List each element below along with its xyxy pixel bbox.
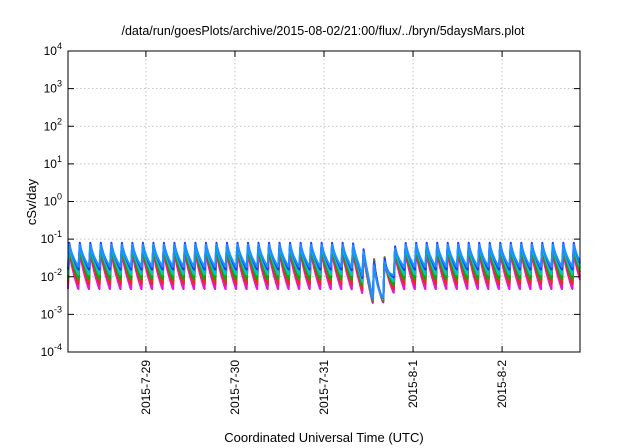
- series-line: [67, 243, 581, 300]
- x-tick-label: 2015-7-31: [317, 360, 331, 415]
- y-tick-label: 10-4: [41, 342, 62, 359]
- y-tick-label: 104: [44, 41, 62, 58]
- y-tick-base: 10: [44, 195, 58, 209]
- y-tick-base: 10: [44, 119, 58, 133]
- y-tick-base: 10: [41, 232, 55, 246]
- y-tick-base: 10: [44, 157, 58, 171]
- x-axis-label: Coordinated Universal Time (UTC): [224, 430, 423, 445]
- y-tick-exponent: 3: [57, 79, 62, 89]
- y-tick-exponent: -3: [54, 304, 62, 314]
- y-axis-label: cSv/day: [24, 178, 39, 225]
- grid: [68, 51, 580, 352]
- y-tick-base: 10: [44, 44, 58, 58]
- y-tick-base: 10: [41, 270, 55, 284]
- y-tick-label: 10-3: [41, 304, 62, 321]
- y-tick-label: 100: [44, 192, 62, 209]
- y-tick-exponent: -4: [54, 342, 62, 352]
- y-tick-exponent: 1: [57, 154, 62, 164]
- x-tick-label: 2015-7-29: [139, 360, 153, 415]
- y-tick-base: 10: [44, 82, 58, 96]
- y-tick-label: 102: [44, 116, 62, 133]
- y-tick-label: 10-1: [41, 229, 62, 246]
- x-tick-label: 2015-7-30: [228, 360, 242, 415]
- y-tick-label: 101: [44, 154, 62, 171]
- y-tick-exponent: -2: [54, 267, 62, 277]
- x-axis: 2015-7-29 2015-7-30 2015-7-31 2015-8-1 2015-…: [139, 51, 509, 415]
- y-tick-base: 10: [41, 307, 55, 321]
- y-tick-label: 103: [44, 79, 62, 96]
- y-tick-exponent: 4: [57, 41, 62, 51]
- x-tick-label: 2015-8-2: [495, 360, 509, 408]
- y-tick-exponent: 0: [57, 192, 62, 202]
- series-layer: [67, 241, 581, 304]
- x-tick-label: 2015-8-1: [406, 360, 420, 408]
- y-tick-label: 10-2: [41, 267, 62, 284]
- chart-title: /data/run/goesPlots/archive/2015-08-02/2…: [121, 24, 525, 38]
- y-tick-base: 10: [41, 345, 55, 359]
- y-tick-exponent: 2: [57, 116, 62, 126]
- y-tick-exponent: -1: [54, 229, 62, 239]
